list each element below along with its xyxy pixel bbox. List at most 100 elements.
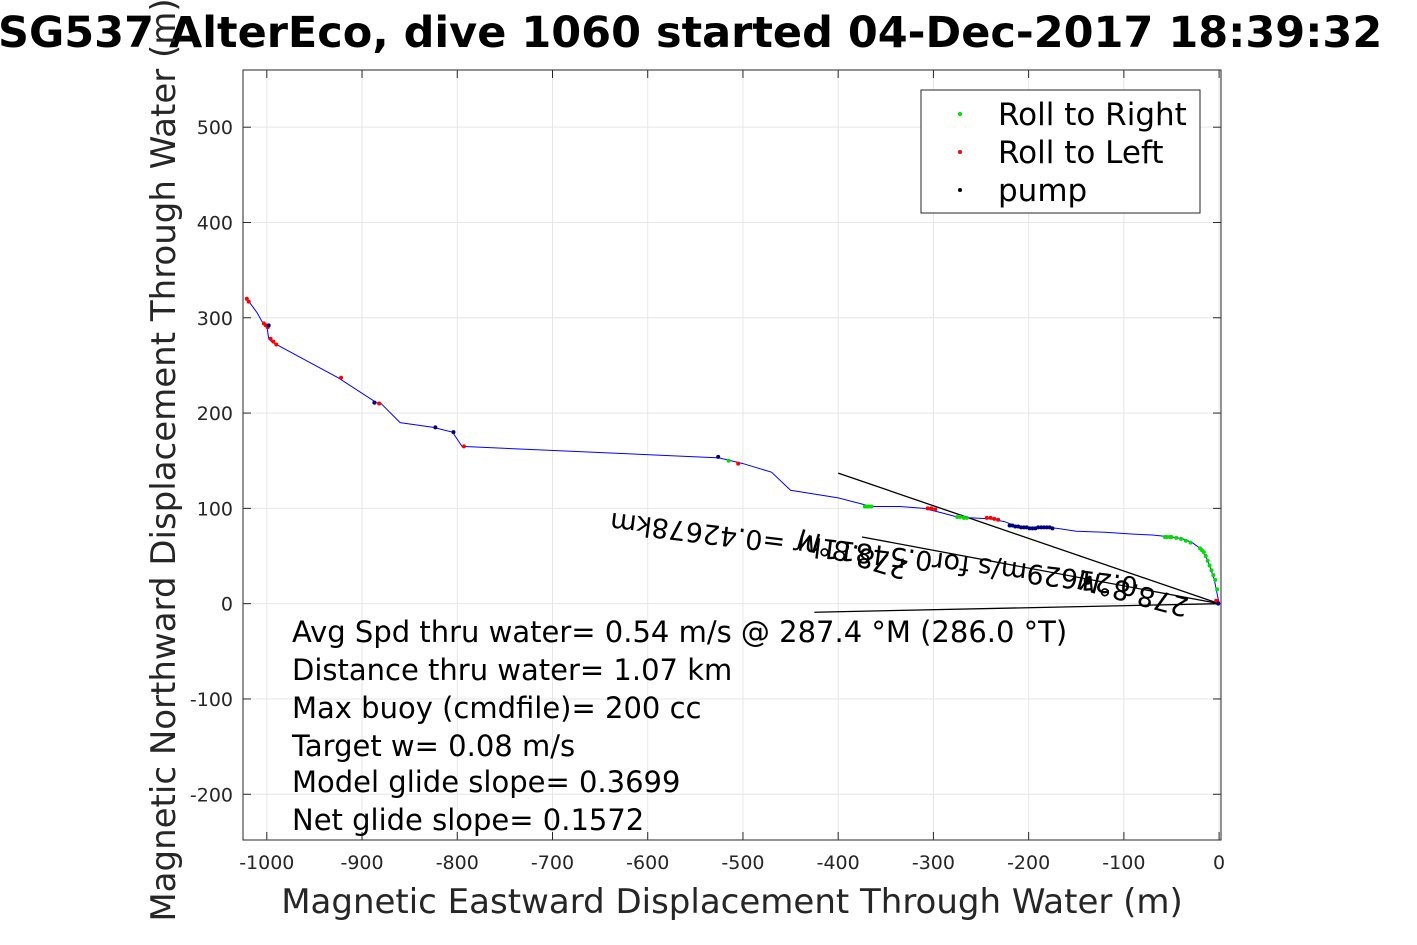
pump-point: [433, 425, 438, 430]
roll-to-right-point: [1211, 573, 1216, 578]
marker-series: [244, 296, 1221, 606]
annotation-distance: Distance thru water= 1.07 km: [292, 653, 732, 687]
x-tick-label: -100: [1102, 852, 1145, 874]
x-tick-label: 0: [1213, 852, 1225, 874]
y-tick-label: 300: [197, 308, 233, 330]
pump-highlight-point: [1083, 576, 1092, 585]
roll-to-right-point: [869, 504, 874, 509]
roll-to-right-point: [1198, 546, 1203, 551]
roll-to-left-point: [996, 517, 1001, 522]
roll-to-left-point: [274, 342, 279, 347]
roll-to-right-point: [1213, 577, 1218, 582]
roll-to-left-point: [377, 401, 382, 406]
roll-to-left-point: [339, 375, 344, 380]
current-vector-line: [861, 536, 1220, 605]
x-tick-label: -300: [912, 852, 955, 874]
roll-to-right-point: [958, 514, 963, 519]
x-tick-label: -200: [1007, 852, 1050, 874]
pump-point: [1010, 523, 1015, 528]
roll-to-right-point: [1203, 554, 1208, 559]
roll-to-left-point: [244, 296, 249, 301]
roll-to-left-point: [925, 506, 930, 511]
roll-to-left-point: [268, 336, 273, 341]
x-tick-label: -700: [531, 852, 574, 874]
roll-to-right-point: [961, 515, 966, 520]
roll-to-right-point: [1183, 538, 1188, 543]
annotation-model-glide: Model glide slope= 0.3699: [292, 765, 680, 799]
roll-to-right-point: [955, 514, 960, 519]
legend-box: [920, 89, 1201, 214]
pump-point: [1021, 525, 1026, 530]
legend-roll-left-marker: [958, 150, 962, 154]
legend: Roll to Right Roll to Left pump: [920, 89, 1201, 214]
x-tick-label: -400: [817, 852, 860, 874]
pump-point: [1039, 525, 1044, 530]
stats-annotations: Avg Spd thru water= 0.54 m/s @ 287.4 °M …: [291, 615, 1067, 837]
roll-to-left-point: [933, 507, 938, 512]
roll-to-left-point: [929, 506, 934, 511]
y-tick-label: 100: [197, 498, 233, 520]
pump-point: [1041, 525, 1046, 530]
current-vector-line: [837, 472, 1220, 605]
axis-ticks: -1000 -900 -800 -700 -600 -500 -400 -300 -200 -10…: [190, 70, 1225, 874]
pump-point: [1024, 525, 1029, 530]
roll-to-left-point: [461, 444, 466, 449]
current-vectors: [814, 472, 1220, 613]
pump-point: [451, 430, 456, 435]
roll-to-right-point: [964, 515, 969, 520]
annotation-avg-speed: Avg Spd thru water= 0.54 m/s @ 287.4 °M …: [292, 615, 1067, 649]
legend-pump-marker: [958, 188, 962, 192]
roll-to-left-point: [984, 515, 989, 520]
y-axis-label: Magnetic Northward Displacement Through …: [144, 0, 184, 922]
x-tick-label: -1000: [239, 852, 294, 874]
pump-point: [1030, 526, 1035, 531]
pump-point: [1007, 523, 1012, 528]
roll-to-right-point: [1188, 540, 1193, 545]
y-tick-label: 500: [197, 117, 233, 139]
y-tick-label: 200: [197, 403, 233, 425]
y-tick-label: -200: [190, 784, 233, 806]
roll-to-left-point: [1214, 598, 1219, 603]
legend-roll-right-label: Roll to Right: [998, 97, 1187, 133]
roll-to-right-point: [1162, 534, 1167, 539]
roll-to-right-point: [1207, 563, 1212, 568]
pump-point: [716, 454, 721, 459]
x-tick-label: -600: [626, 852, 669, 874]
x-tick-label: -500: [721, 852, 764, 874]
roll-to-right-point: [1179, 536, 1184, 541]
pump-point: [1047, 525, 1052, 530]
legend-roll-left-label: Roll to Left: [998, 135, 1164, 171]
roll-to-right-point: [726, 458, 731, 463]
annotation-net-glide: Net glide slope= 0.1572: [292, 803, 644, 837]
x-axis-label: Magnetic Eastward Displacement Through W…: [281, 882, 1183, 922]
roll-to-left-point: [261, 321, 266, 326]
pump-point: [1216, 601, 1221, 606]
roll-to-right-point: [1174, 535, 1179, 540]
x-tick-label: -900: [340, 852, 383, 874]
roll-to-left-point: [992, 516, 997, 521]
legend-pump-label: pump: [998, 173, 1087, 209]
y-tick-label: -100: [190, 689, 233, 711]
y-tick-label: 0: [221, 594, 233, 616]
roll-to-left-point: [736, 461, 741, 466]
y-tick-label: 400: [197, 212, 233, 234]
current-vector-line: [814, 603, 1220, 613]
pump-point: [266, 323, 271, 328]
x-tick-label: -800: [436, 852, 479, 874]
pump-point: [1016, 524, 1021, 529]
roll-to-right-point: [1215, 587, 1220, 592]
pump-point: [372, 400, 377, 405]
annotation-target-w: Target w= 0.08 m/s: [291, 729, 575, 763]
roll-to-left-point: [246, 299, 251, 304]
pump-point: [1033, 526, 1038, 531]
roll-to-left-point: [988, 515, 993, 520]
roll-to-left-point: [271, 339, 276, 344]
roll-to-right-point: [1205, 558, 1210, 563]
roll-to-right-point: [1209, 568, 1214, 573]
pump-point: [1044, 525, 1049, 530]
roll-to-right-point: [862, 504, 867, 509]
annotation-max-buoy: Max buoy (cmdfile)= 200 cc: [292, 691, 701, 725]
legend-roll-right-marker: [958, 112, 962, 116]
roll-to-right-point: [1167, 534, 1172, 539]
